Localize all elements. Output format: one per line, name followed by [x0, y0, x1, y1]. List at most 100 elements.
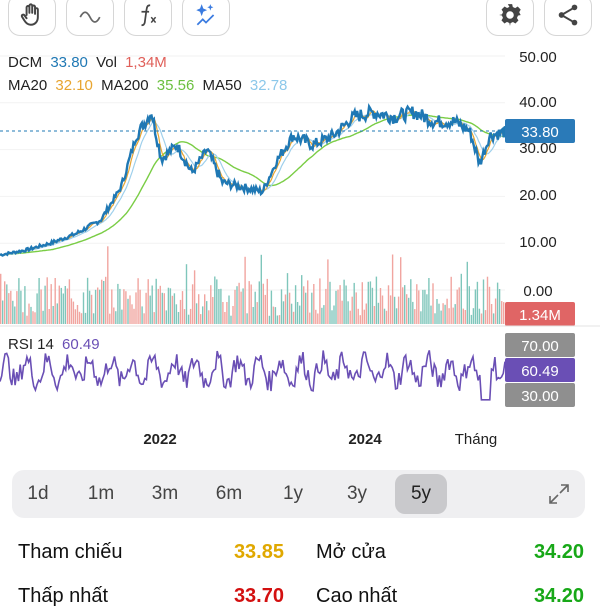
volume-bar [157, 288, 159, 324]
volume-bar [78, 311, 81, 324]
volume-bar [20, 290, 22, 324]
volume-bar [129, 295, 131, 324]
settings-button[interactable] [486, 0, 534, 36]
volume-bar [179, 299, 182, 324]
volume-bar [44, 285, 46, 324]
volume-bar [436, 299, 438, 324]
x-tick-2024: 2024 [348, 431, 382, 448]
draw-tool-button[interactable] [8, 0, 56, 36]
volume-bar [109, 313, 111, 324]
period-3y[interactable]: 3y [346, 483, 368, 504]
period-1m[interactable]: 1m [87, 483, 115, 504]
volume-bar [301, 275, 303, 324]
volume-bar [448, 308, 450, 324]
volume-bar [422, 289, 424, 324]
price-tick: 30.00 [519, 140, 557, 157]
period-1d[interactable]: 1d [27, 483, 49, 504]
legend-ma200: 35.56 [157, 77, 195, 94]
volume-bar [406, 294, 408, 324]
rsi-label: RSI 14 [8, 336, 54, 353]
volume-bar [30, 306, 32, 324]
rsi-lower-text: 30.00 [521, 388, 559, 405]
volume-bar [412, 301, 414, 324]
volume-bar [379, 288, 382, 324]
volume-bar [349, 310, 351, 324]
volume-bar [256, 302, 258, 324]
function-icon [141, 4, 157, 27]
share-button[interactable] [544, 0, 592, 36]
period-5y[interactable]: 5y [395, 474, 447, 514]
rsi-line [0, 350, 506, 401]
expand-button[interactable] [543, 478, 575, 510]
volume-bar [454, 304, 456, 324]
volume-bar [147, 279, 149, 324]
volume-bar [458, 287, 460, 324]
ai-sparkle-button[interactable] [182, 0, 230, 36]
volume-bar [404, 285, 406, 324]
volume-bar [127, 298, 129, 324]
volume-bar [12, 300, 14, 324]
volume-bar [68, 279, 71, 324]
volume-bar [0, 273, 2, 324]
volume-bar [480, 313, 483, 324]
function-button[interactable] [124, 0, 172, 36]
price-tick: 50.00 [519, 49, 557, 66]
volume-bar [490, 304, 493, 324]
volume-bar [329, 281, 331, 324]
volume-bar [385, 310, 388, 324]
volume-bar [414, 309, 416, 324]
volume-bar [220, 288, 222, 324]
volume-bar [165, 310, 167, 324]
price-tick: 10.00 [519, 234, 557, 251]
volume-bar [232, 306, 234, 324]
volume-bar [202, 306, 204, 324]
volume-bar [238, 282, 240, 324]
gear-icon [499, 4, 521, 26]
ref-value: 33.85 [233, 541, 284, 563]
volume-bar [266, 278, 268, 324]
legend-line-1: DCM 33.80 Vol 1,34M [8, 54, 167, 71]
low-label: Thấp nhất [18, 585, 109, 607]
volume-bar [260, 254, 262, 324]
period-1y[interactable]: 1y [282, 483, 304, 504]
volume-bar [218, 289, 220, 324]
volume-bar [133, 308, 135, 324]
volume-bar [280, 289, 283, 324]
volume-bar [204, 294, 206, 324]
volume-bar [466, 261, 468, 324]
price-chart[interactable]: DCM 33.80 Vol 1,34M MA20 32.10 MA200 35.… [0, 40, 600, 460]
expand-icon [549, 484, 569, 504]
volume-bar [84, 312, 87, 324]
price-tick: 40.00 [519, 94, 557, 111]
period-3m[interactable]: 3m [151, 483, 179, 504]
volume-bar [319, 278, 321, 324]
volume-bar [111, 289, 113, 324]
volume-bar [395, 308, 398, 324]
volume-bar [402, 287, 404, 324]
volume-bar [492, 313, 495, 324]
volume-bar [484, 310, 487, 324]
volume-bar [76, 305, 79, 324]
volume-bar [177, 312, 180, 324]
open-label: Mở cửa [316, 541, 386, 563]
price-pill-text: 33.80 [521, 124, 559, 141]
rsi-current-text: 60.49 [521, 363, 559, 380]
x-tick-2022: 2022 [143, 431, 176, 448]
volume-bar [503, 302, 505, 324]
period-6m[interactable]: 6m [215, 483, 243, 504]
volume-bar [335, 290, 337, 324]
volume-bar [10, 290, 12, 324]
open-value: 34.20 [533, 541, 584, 563]
volume-bar [341, 300, 343, 324]
volume-bar [397, 296, 400, 324]
volume-bar [80, 313, 83, 324]
volume-bar [355, 292, 357, 324]
volume-bar [74, 309, 77, 324]
indicator-wave-button[interactable] [66, 0, 114, 36]
price-tick: 20.00 [519, 187, 557, 204]
volume-bar [119, 288, 121, 324]
volume-bar [288, 292, 291, 324]
legend-vol-label: Vol [96, 54, 117, 71]
volume-bar [321, 307, 323, 324]
volume-bar [331, 310, 333, 324]
